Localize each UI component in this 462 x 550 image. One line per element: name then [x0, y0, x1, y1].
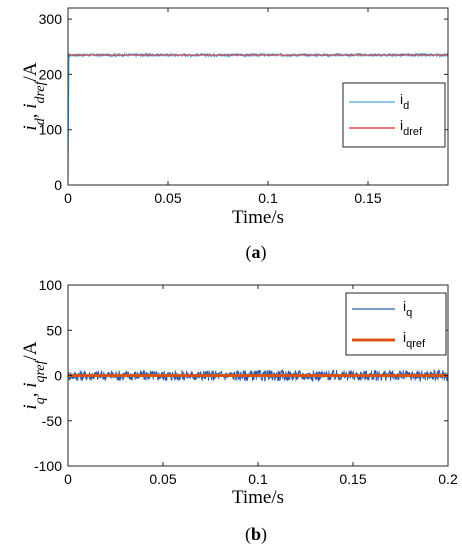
y-axis-label-part: q	[33, 397, 48, 404]
legend-label-main: i	[403, 298, 406, 314]
caption-open: (	[245, 524, 251, 545]
y-tick-label: 100	[39, 122, 63, 138]
caption-close: )	[261, 524, 267, 545]
legend-label-main: i	[400, 91, 403, 107]
legend-label-sub: d	[403, 100, 409, 112]
legend-label: id	[400, 91, 409, 112]
x-tick-label: 0	[64, 471, 72, 487]
y-axis-label-part: /A	[20, 341, 41, 360]
caption-letter: a	[252, 242, 261, 262]
y-tick-label: 0	[54, 368, 62, 384]
y-tick-label: 300	[39, 11, 63, 27]
legend-label: idref	[400, 117, 423, 138]
y-tick-label: 50	[46, 322, 62, 338]
legend-label-main: i	[400, 117, 403, 133]
x-axis-label: Time/s	[232, 487, 284, 508]
y-axis-label: id, idref/A	[20, 62, 48, 130]
y-axis-label-part: i	[20, 404, 41, 409]
y-axis-label-part: i	[20, 125, 41, 130]
legend-label: iqref	[403, 329, 426, 350]
y-axis-label-part: ,	[20, 109, 41, 119]
legend-label: iq	[403, 298, 412, 319]
caption-letter: b	[251, 524, 261, 544]
x-axis-label: Time/s	[232, 207, 284, 228]
legend-box	[342, 82, 446, 148]
x-tick-label: 0.15	[339, 471, 366, 487]
x-tick-label: 0.1	[248, 471, 268, 487]
y-axis-label-part: dref	[33, 79, 48, 103]
y-axis-label-part: qref	[33, 358, 48, 382]
y-axis-label-part: /A	[20, 62, 41, 81]
y-tick-label: 0	[54, 177, 62, 193]
x-tick-label: 0.2	[438, 471, 458, 487]
plot-frame	[67, 7, 449, 186]
legend-label-main: i	[403, 329, 406, 345]
figure-caption: (b)	[245, 524, 267, 545]
x-tick-label: 0	[64, 190, 72, 206]
y-axis-label-part: d	[33, 117, 48, 125]
y-tick-label: -50	[42, 413, 62, 429]
caption-close: )	[261, 242, 267, 263]
caption-open: (	[246, 242, 252, 263]
y-tick-label: 200	[39, 66, 63, 82]
y-axis-label-part: ,	[20, 388, 41, 398]
y-axis-label-part: i	[20, 103, 41, 108]
x-tick-label: 0.05	[154, 190, 181, 206]
x-tick-label: 0.1	[258, 190, 278, 206]
y-tick-label: 100	[39, 277, 63, 293]
legend-box	[345, 292, 447, 356]
y-axis-label-part: i	[20, 382, 41, 387]
x-tick-label: 0.05	[149, 471, 176, 487]
y-tick-label: -100	[34, 458, 62, 474]
x-tick-label: 0.15	[354, 190, 381, 206]
legend-label-sub: dref	[403, 126, 423, 138]
y-axis-label: iq, iqref/A	[20, 341, 48, 409]
legend-label-sub: q	[406, 307, 412, 319]
legend-label-sub: qref	[406, 338, 426, 350]
figure-caption: (a)	[246, 242, 267, 263]
